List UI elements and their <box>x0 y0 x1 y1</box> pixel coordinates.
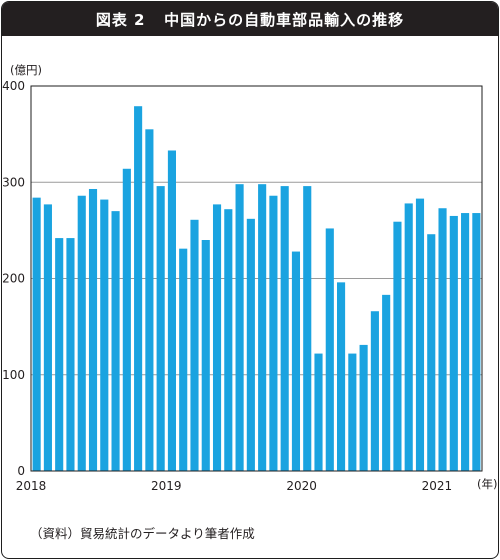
bar-2021-01 <box>438 208 447 472</box>
x-tick-label-2021: 2021 <box>422 479 453 493</box>
y-tick-label-200: 200 <box>2 272 25 286</box>
plot-border <box>30 85 483 472</box>
bar-2019-05 <box>212 204 222 471</box>
y-tick-label-100: 100 <box>2 368 25 382</box>
bar-2019-09 <box>258 184 267 471</box>
bar-2018-12 <box>156 186 165 471</box>
bar-2020-08 <box>382 294 391 471</box>
bar-2021-04 <box>472 213 481 472</box>
bar-2019-02 <box>179 248 188 471</box>
bar-2020-10 <box>404 203 413 471</box>
source-note: （資料）貿易統計のデータより筆者作成 <box>30 526 255 541</box>
bar-2019-12 <box>291 251 301 471</box>
bar-2020-11 <box>415 198 425 472</box>
bar-2020-03 <box>325 228 334 471</box>
y-axis-label: (億円) <box>10 63 42 77</box>
figure-label: 図表 2 <box>95 10 146 29</box>
bar-2018-09 <box>122 168 131 471</box>
figure-title: 中国からの自動車部品輸入の推移 <box>164 10 405 29</box>
bar-2019-01 <box>167 150 176 472</box>
x-tick-label-2018: 2018 <box>16 479 47 493</box>
bar-2018-04 <box>66 238 75 471</box>
bar-2019-03 <box>190 219 199 471</box>
bar-2020-04 <box>337 282 346 471</box>
bar-2019-08 <box>246 218 255 471</box>
bar-2020-09 <box>393 221 402 471</box>
bar-2020-05 <box>348 353 357 471</box>
y-tick-label-300: 300 <box>2 175 25 189</box>
bar-2018-11 <box>145 129 154 471</box>
bar-2019-07 <box>235 184 244 471</box>
bar-2018-03 <box>55 238 64 471</box>
bar-2018-01 <box>32 197 41 471</box>
x-tick-label-2019: 2019 <box>151 479 182 493</box>
y-tick-label-0: 0 <box>17 464 25 478</box>
bar-2018-06 <box>88 188 98 472</box>
bar-2019-11 <box>280 186 289 471</box>
bar-2020-12 <box>427 234 436 471</box>
bar-2018-02 <box>43 204 52 471</box>
bar-2021-02 <box>449 215 458 471</box>
bar-2018-10 <box>134 106 143 472</box>
bar-2019-06 <box>224 209 233 471</box>
bar-2020-06 <box>359 344 368 471</box>
bar-2018-07 <box>100 199 109 471</box>
bar-2019-04 <box>201 240 210 471</box>
x-tick-label-2020: 2020 <box>286 479 317 493</box>
bar-2020-01 <box>303 186 312 471</box>
bar-2018-08 <box>111 211 120 472</box>
bar-2020-07 <box>370 311 379 471</box>
y-tick-label-400: 400 <box>2 79 25 93</box>
bar-2020-02 <box>314 353 323 471</box>
bar-2018-05 <box>77 195 86 472</box>
figure-title-bar: 図表 2 中国からの自動車部品輸入の推移 <box>2 2 498 36</box>
bar-2019-10 <box>269 195 278 472</box>
bar-2021-03 <box>461 213 470 472</box>
x-axis-label: (年) <box>477 477 497 491</box>
